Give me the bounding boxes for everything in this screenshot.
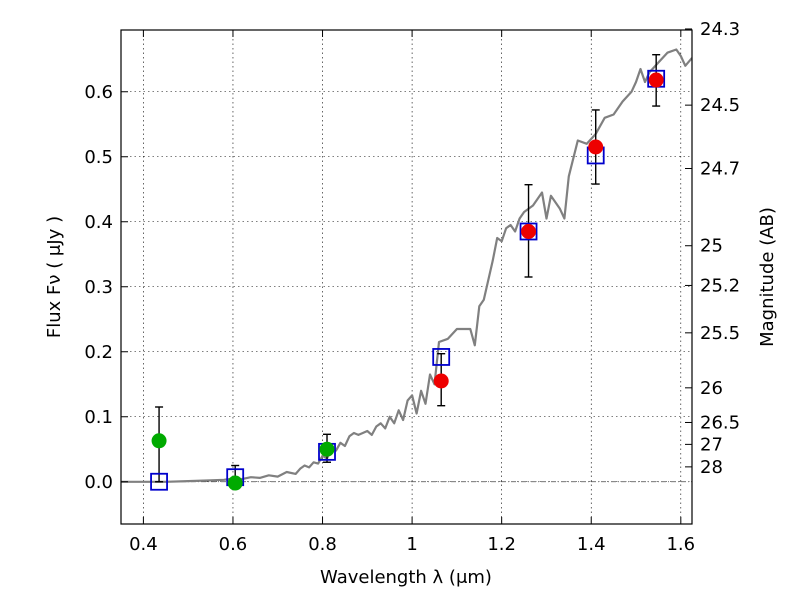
- x-tick-label: 0.6: [219, 534, 248, 555]
- x-tick-label: 1.2: [487, 534, 516, 555]
- x-tick-label: 1.6: [666, 534, 695, 555]
- y-tick-label: 0.4: [84, 212, 113, 233]
- magnitude-tick-label: 24.5: [700, 95, 740, 116]
- x-tick-label: 1.4: [577, 534, 606, 555]
- observed-circle-marker: [319, 441, 335, 457]
- magnitude-tick-label: 26: [700, 378, 723, 399]
- grid: [121, 30, 692, 524]
- magnitude-tick-label: 25: [700, 236, 723, 257]
- magnitude-tick-label: 27: [700, 434, 723, 455]
- magnitude-tick-label: 25.5: [700, 323, 740, 344]
- error-bars: [155, 54, 661, 484]
- y-tick-label: 0.5: [84, 147, 113, 168]
- tick-labels: 0.4 0.6 0.8 1 1.2 1.4 1.6 0.0 0.1 0.2 0.3 0.4 0.5 0.6…: [84, 19, 740, 555]
- data-markers: [150, 69, 666, 491]
- magnitude-axis-title: Magnitude (AB): [757, 207, 778, 347]
- x-tick-label: 0.8: [308, 534, 337, 555]
- y-tick-label: 0.1: [84, 407, 113, 428]
- x-axis-title: Wavelength λ (μm): [320, 567, 492, 588]
- model-square-marker: [519, 222, 538, 241]
- y-tick-label: 0.3: [84, 277, 113, 298]
- magnitude-tick-label: 26.5: [700, 412, 740, 433]
- magnitude-tick-label: 24.3: [700, 19, 740, 40]
- magnitude-tick-label: 24.7: [700, 159, 740, 180]
- observed-circle-marker: [521, 224, 537, 239]
- y-tick-label: 0.2: [84, 342, 113, 363]
- plot-frame: [120, 29, 693, 525]
- observed-circle-marker: [227, 475, 243, 491]
- observed-circle-marker: [433, 373, 449, 389]
- y-tick-label: 0.0: [84, 472, 113, 493]
- x-tick-label: 1: [406, 534, 417, 555]
- spectrum-line: [121, 48, 692, 483]
- model-square-marker: [150, 472, 168, 491]
- observed-circle-marker: [588, 139, 604, 155]
- ticks: [121, 28, 692, 524]
- x-tick-label: 0.4: [129, 534, 158, 555]
- y-axis-title: Flux Fν ( μJy ): [44, 216, 65, 338]
- plot-data: [121, 48, 692, 491]
- model-square-marker: [432, 348, 451, 366]
- y-tick-label: 0.6: [84, 82, 113, 103]
- magnitude-tick-label: 28: [700, 457, 723, 478]
- magnitude-tick-label: 25.2: [700, 275, 740, 296]
- model-spectrum: [121, 48, 692, 483]
- observed-circle-marker: [151, 433, 167, 449]
- observed-circle-marker: [648, 72, 664, 88]
